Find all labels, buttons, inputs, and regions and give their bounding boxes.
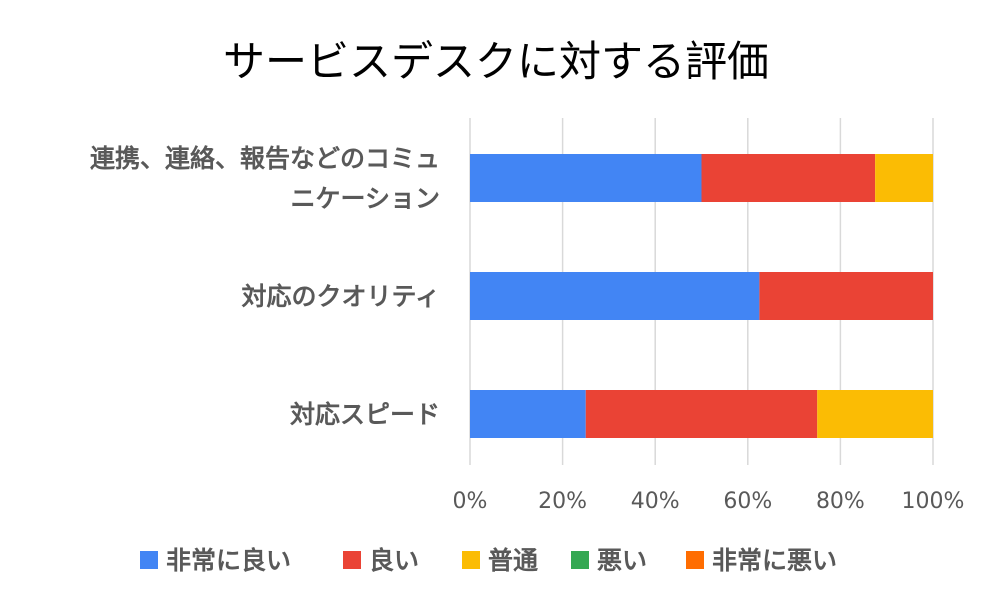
x-tick-label: 80% bbox=[816, 489, 865, 514]
legend-label: 良い bbox=[369, 546, 419, 575]
legend-label: 普通 bbox=[488, 546, 538, 575]
category-label: 対応スピード bbox=[290, 400, 440, 429]
category-label: 対応のクオリティ bbox=[241, 282, 440, 311]
bar-segment[interactable] bbox=[585, 390, 818, 438]
legend-label: 悪い bbox=[597, 546, 647, 575]
category-label: ニケーション bbox=[290, 184, 440, 213]
bar-segment[interactable] bbox=[759, 272, 933, 320]
bar-segment[interactable] bbox=[875, 154, 933, 202]
bars bbox=[470, 154, 933, 438]
x-tick-label: 60% bbox=[723, 489, 772, 514]
x-tick-label: 100% bbox=[902, 489, 965, 514]
legend-swatch bbox=[686, 551, 704, 569]
x-axis-ticks: 0% 20% 40% 60% 80% 100% bbox=[453, 489, 965, 514]
legend-item[interactable]: 非常に良い bbox=[140, 546, 291, 575]
bar-segment[interactable] bbox=[701, 154, 876, 202]
legend-swatch bbox=[343, 551, 361, 569]
legend-swatch bbox=[140, 551, 158, 569]
legend-item[interactable]: 悪い bbox=[571, 546, 647, 575]
legend[interactable]: 非常に良い 良い 普通 悪い 非常に悪い bbox=[140, 546, 837, 575]
legend-item[interactable]: 非常に悪い bbox=[686, 546, 837, 575]
legend-swatch bbox=[462, 551, 480, 569]
category-label: 連携、連絡、報告などのコミュ bbox=[90, 144, 440, 173]
legend-swatch bbox=[571, 551, 589, 569]
bar-segment[interactable] bbox=[470, 154, 702, 202]
bar-segment[interactable] bbox=[470, 272, 760, 320]
legend-item[interactable]: 良い bbox=[343, 546, 419, 575]
bar-segment[interactable] bbox=[817, 390, 933, 438]
chart-title: サービスデスクに対する評価 bbox=[223, 37, 769, 86]
x-tick-label: 20% bbox=[538, 489, 587, 514]
bar-segment[interactable] bbox=[470, 390, 586, 438]
legend-label: 非常に良い bbox=[166, 546, 291, 575]
legend-label: 非常に悪い bbox=[712, 546, 837, 575]
legend-item[interactable]: 普通 bbox=[462, 546, 538, 575]
x-tick-label: 0% bbox=[453, 489, 488, 514]
x-tick-label: 40% bbox=[631, 489, 680, 514]
